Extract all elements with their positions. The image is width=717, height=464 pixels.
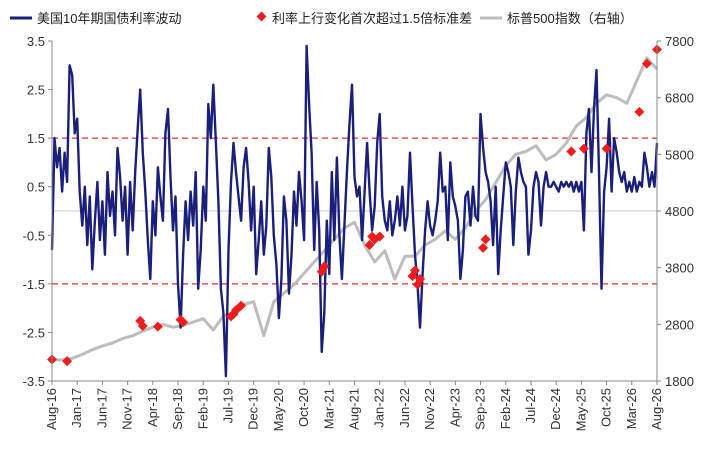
left-tick-label: 3.5 <box>27 34 45 49</box>
x-tick-label: May-25 <box>573 388 588 431</box>
marker-point <box>410 265 420 276</box>
legend-label-sp500: 标普500指数（右轴） <box>507 11 633 26</box>
x-tick-label: Nov-22 <box>422 388 437 430</box>
x-tick-label: Jan-22 <box>372 388 387 428</box>
marker-point <box>601 143 612 154</box>
left-tick-label: 0.5 <box>27 180 45 195</box>
x-tick-label: Oct-25 <box>599 388 614 427</box>
marker-series <box>47 44 662 367</box>
x-tick-label: Mar-26 <box>624 388 639 429</box>
yield-series <box>50 44 659 378</box>
x-tick-label: Jun-17 <box>94 388 109 428</box>
right-tick-label: 3800 <box>665 261 694 276</box>
x-tick-label: Sep-18 <box>170 388 185 430</box>
marker-point <box>137 321 148 332</box>
marker-point <box>578 143 589 154</box>
right-tick-label: 2800 <box>665 317 694 332</box>
legend-label-markers: 利率上行变化首次超过1.5倍标准差 <box>272 11 472 26</box>
x-tick-label: Aug-26 <box>649 388 664 430</box>
marker-point <box>236 300 247 311</box>
right-tick-label: 6800 <box>665 91 694 106</box>
series-line-yield <box>50 44 659 378</box>
marker-point <box>62 356 73 367</box>
left-tick-label: 1.5 <box>27 131 45 146</box>
left-tick-label: -2.5 <box>23 325 45 340</box>
marker-point <box>374 231 385 242</box>
right-tick-label: 4800 <box>665 204 694 219</box>
x-tick-label: Aug-21 <box>347 388 362 430</box>
marker-point <box>415 274 426 284</box>
right-axis-ticks: 1800 2800 3800 4800 5800 6800 7800 <box>657 34 694 389</box>
marker-point <box>152 321 163 332</box>
legend-label-yield: 美国10年期国债利率波动 <box>37 11 181 26</box>
x-tick-label: Apr-23 <box>447 388 462 427</box>
x-tick-label: Dec-19 <box>246 388 261 430</box>
x-tick-label: Mar-21 <box>321 388 336 429</box>
x-axis-ticks: Aug-16 Jan-17 Jun-17 Nov-17 Apr-18 Sep-18 Feb-… <box>44 381 664 431</box>
right-tick-label: 5800 <box>665 147 694 162</box>
x-tick-label: Apr-18 <box>145 388 160 427</box>
marker-point <box>478 242 489 253</box>
right-tick-label: 1800 <box>665 374 694 389</box>
legend: 美国10年期国债利率波动 利率上行变化首次超过1.5倍标准差 标普500指数（右… <box>10 11 633 26</box>
x-tick-label: Jan-17 <box>69 388 84 428</box>
x-tick-label: Feb-24 <box>498 388 513 429</box>
x-tick-label: Sep-23 <box>473 388 488 430</box>
left-tick-label: -3.5 <box>23 374 45 389</box>
marker-point <box>319 261 330 272</box>
right-tick-label: 7800 <box>665 34 694 49</box>
sp500-series <box>51 56 659 362</box>
marker-point <box>641 58 652 69</box>
x-tick-label: Aug-16 <box>44 388 59 430</box>
marker-point <box>634 106 645 117</box>
x-tick-label: May-20 <box>271 388 286 431</box>
left-tick-label: -1.5 <box>23 277 45 292</box>
left-tick-label: -0.5 <box>23 228 45 243</box>
x-tick-label: Dec-24 <box>548 388 563 430</box>
x-tick-label: Nov-17 <box>120 388 135 430</box>
x-tick-label: Jun-22 <box>397 388 412 428</box>
left-tick-label: 2.5 <box>27 83 45 98</box>
x-tick-label: Jul-19 <box>220 388 235 423</box>
marker-point <box>480 234 491 245</box>
left-axis-ticks: -3.5 -2.5 -1.5 -0.5 0.5 1.5 2.5 3.5 <box>23 34 52 389</box>
marker-point <box>178 317 189 328</box>
x-tick-label: Feb-19 <box>195 388 210 429</box>
marker-point <box>566 146 577 157</box>
series-line-sp500 <box>51 56 659 362</box>
x-tick-label: Oct-20 <box>296 388 311 427</box>
x-tick-label: Jul-24 <box>523 388 538 423</box>
marker-point <box>364 240 375 250</box>
